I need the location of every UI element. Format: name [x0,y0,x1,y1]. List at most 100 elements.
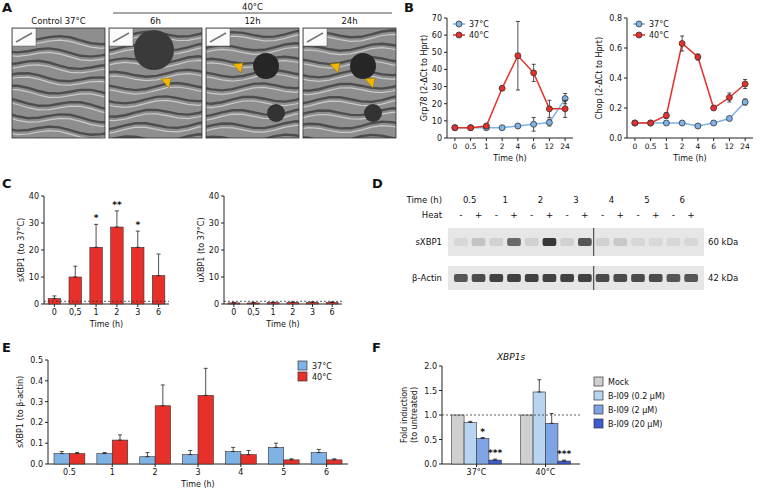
error-cap [547,117,551,118]
x-tick-label: 2 [680,142,685,151]
error-cap [115,210,119,211]
y-tick-label: 30 [29,219,39,228]
error-cap [481,437,485,438]
y-tick [624,48,627,49]
lumen [206,74,299,81]
micrograph [303,28,396,138]
marker [562,96,568,102]
x-tick-label: 37°C [467,468,487,477]
error-bar [233,447,234,451]
error-cap [60,453,64,454]
x-tick [116,304,117,307]
nucleus [134,30,174,70]
lumen [109,125,202,134]
band [454,274,468,282]
micrograph-frame [303,28,396,138]
y-tick [41,277,44,278]
y-tick [41,250,44,251]
x-axis-title: Time (h) [89,320,123,329]
membrane [303,135,396,138]
inset [206,28,230,46]
marker [499,85,505,91]
x-tick-label: 4 [515,142,520,151]
x-tick-label: 0 [52,308,57,317]
legend-label: 40°C [469,31,489,40]
legend-label: B-I09 (2 µM) [608,406,657,415]
bar [155,406,170,464]
x-tick [729,138,730,141]
lumen [12,131,105,138]
y-tick-label: 0.4 [30,377,43,386]
y-tick [45,422,48,423]
marker [531,121,537,127]
error-cap [547,100,551,101]
legend-swatch [594,391,603,400]
significance: ** [112,200,122,210]
legend-swatch [298,372,307,381]
error-cap [161,384,165,385]
error-cap [291,302,295,303]
condition-label: - [636,210,639,220]
error-cap [188,454,192,455]
band [525,274,539,282]
legend-label: 37°C [312,362,332,371]
band [489,238,503,246]
lumen [109,114,202,121]
marker [531,70,537,76]
blot-separator [593,266,594,290]
error-cap [727,93,731,94]
image-label: 12h [244,16,260,26]
y-tick-label: 40 [29,192,39,201]
y-tick [221,196,224,197]
time-label: 6 [680,195,685,205]
marker [695,123,701,129]
membrane [303,122,396,129]
membrane [12,61,105,69]
error-cap [532,81,536,82]
significance: *** [557,449,571,459]
bar [112,440,127,464]
marker [468,125,474,131]
membrane [303,84,396,91]
y-tick-label: 30 [209,219,219,228]
condition-label: - [495,210,498,220]
y-tick-label: 20 [432,100,442,109]
bar [152,276,165,304]
x-tick-label: 0,5 [69,308,82,317]
y-tick-label: 10 [29,273,39,282]
y-tick-label: 20 [209,246,219,255]
y-tick-label: 0.4 [609,74,622,83]
error-bar [276,443,277,447]
bar [248,303,260,304]
legend-swatch [456,21,462,27]
band [578,238,592,246]
error-cap [271,302,275,303]
error-bar [539,380,540,392]
error-bar [205,368,206,395]
lumen [12,117,105,126]
error-cap [550,423,554,424]
bar [267,303,279,304]
y-tick [45,360,48,361]
inset [303,28,327,46]
legend-label: B-I09 (20 µM) [608,420,662,429]
band [596,238,610,246]
y-tick [41,223,44,224]
marker [562,106,568,112]
legend-label: 40°C [649,31,669,40]
band [543,238,557,246]
x-tick-label: 12 [545,142,555,151]
y-tick-label: 0 [34,300,39,309]
y-tick-label: 0.0 [424,460,437,469]
title-line: Fold induction [400,387,409,443]
y-tick [624,108,627,109]
bar [489,460,501,464]
legend-swatch [298,361,307,370]
error-cap [73,277,77,278]
y-tick [439,366,442,367]
marker [648,120,654,126]
y-tick-label: 40 [209,192,219,201]
x-tick-label: 2 [500,142,505,151]
band [649,274,663,282]
error-cap [680,51,684,52]
